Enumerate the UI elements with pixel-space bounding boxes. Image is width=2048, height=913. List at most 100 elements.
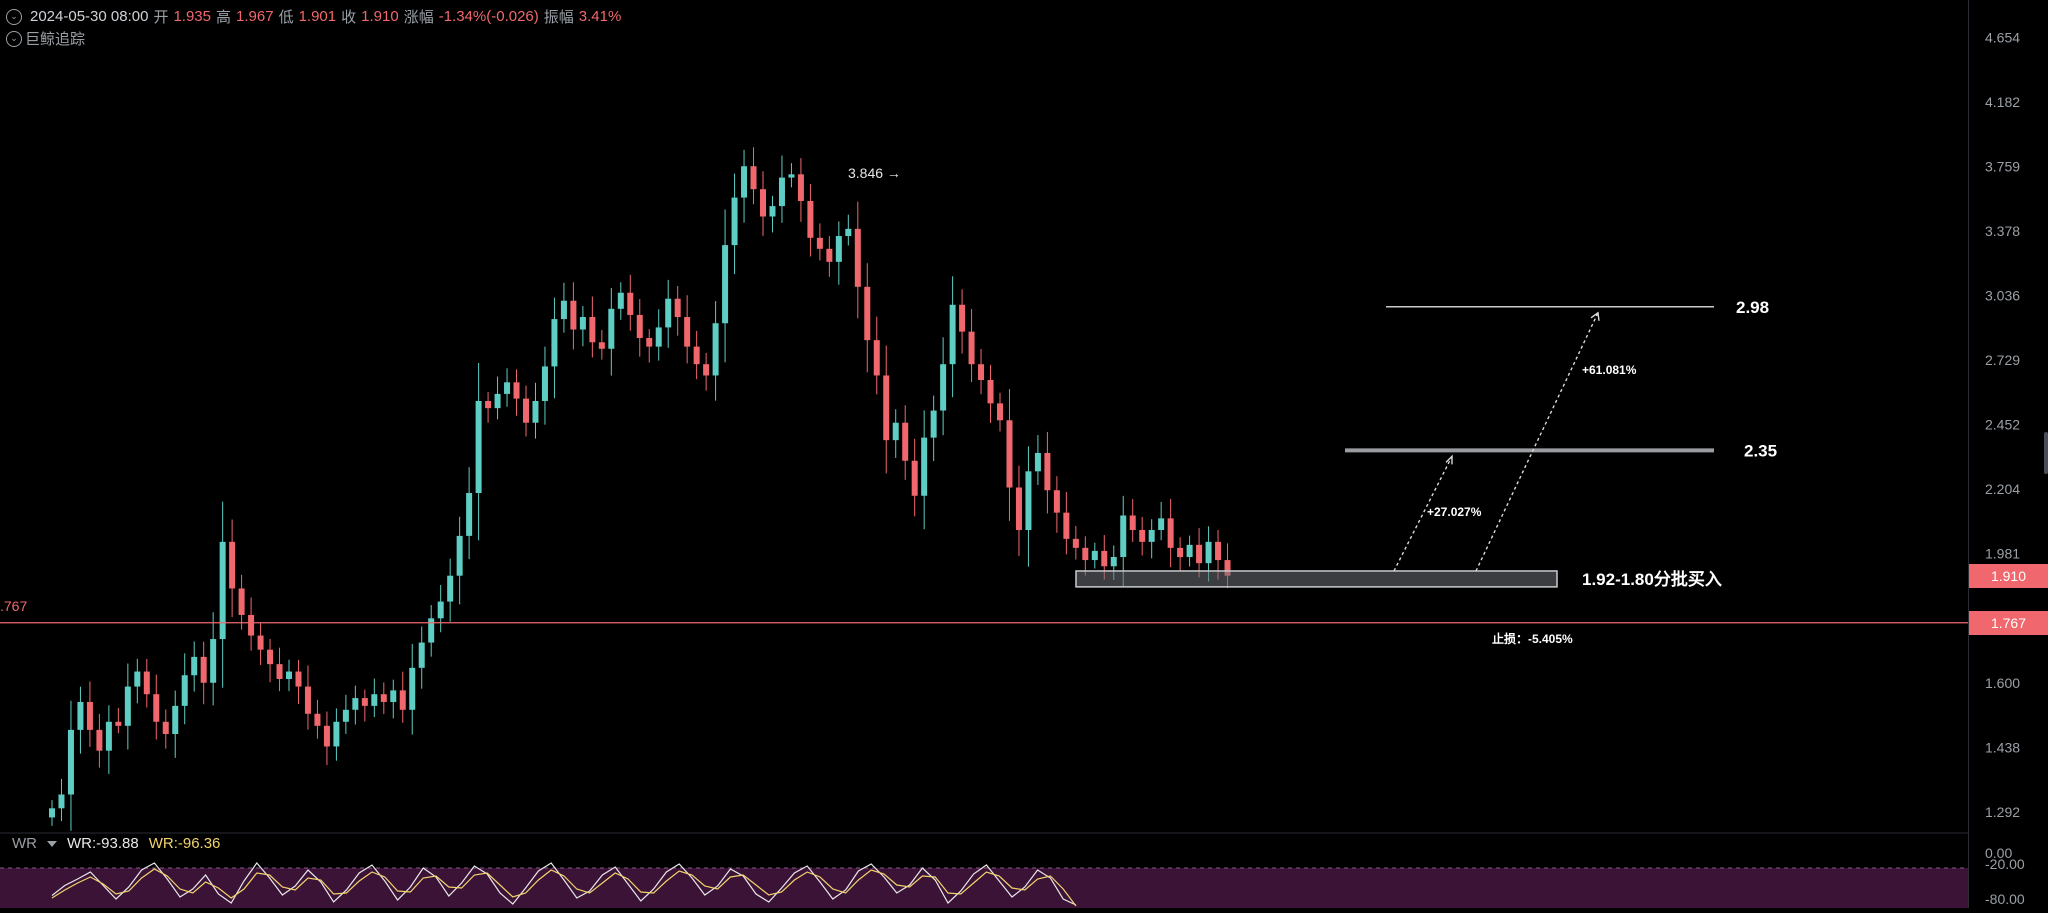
candle-body	[883, 375, 890, 441]
candlestick-chart[interactable]: 3.846 → 2.98 2.35 1.92-1.80分批买入 +61.081% +27.…	[0, 0, 1968, 832]
candle-body	[513, 382, 520, 399]
wr-tick-label: -20.00	[1985, 856, 2025, 872]
wr-tick-label: 0.00	[1985, 845, 2012, 861]
candle-body	[1196, 544, 1203, 564]
candle-body	[579, 317, 586, 330]
collapse-chevron-icon[interactable]: ⌄	[6, 8, 22, 25]
indicator-label[interactable]: 巨鲸追踪	[25, 31, 86, 48]
bar-datetime: 2024-05-30 08:00	[30, 8, 149, 25]
change-value: -1.34%(-0.026)	[438, 8, 539, 25]
candle-body	[485, 400, 492, 409]
wr-indicator-chart[interactable]	[0, 832, 1968, 908]
candle-body	[342, 709, 349, 722]
candle-body	[1120, 515, 1127, 557]
candle-body	[1063, 512, 1070, 539]
high-label: 高	[216, 9, 232, 26]
candle-body	[1158, 518, 1165, 530]
candle-body	[428, 618, 435, 643]
price-chart-area[interactable]: 3.846 → 2.98 2.35 1.92-1.80分批买入 +61.081% +27.…	[0, 0, 1968, 832]
candle-body	[361, 698, 368, 706]
candle-body	[570, 300, 577, 330]
candle-body	[911, 460, 918, 496]
candle-body	[807, 200, 814, 238]
open-value: 1.935	[173, 8, 211, 25]
candle-body	[1034, 452, 1041, 472]
candle-body	[532, 400, 539, 423]
price-tick-label: 2.452	[1985, 417, 2020, 433]
candle-body	[760, 189, 766, 217]
candle-body	[466, 492, 473, 536]
candle-body	[551, 319, 558, 367]
candle-body	[750, 166, 757, 190]
wr-dropdown-caret-icon[interactable]	[47, 840, 57, 847]
stop-loss-label: 止损：-5.405%	[1492, 631, 1573, 646]
candle-body	[352, 698, 359, 710]
candle-body	[1006, 420, 1013, 488]
candle-body	[797, 174, 804, 201]
candle-body	[77, 701, 84, 730]
candle-body	[96, 729, 103, 751]
target-high-label: 2.98	[1736, 298, 1769, 317]
candle-body	[504, 382, 511, 394]
low-label: 低	[278, 9, 294, 26]
candle-body	[172, 705, 179, 734]
candle-body	[105, 721, 112, 751]
change-label: 涨幅	[403, 9, 434, 26]
candle-body	[162, 721, 169, 734]
candle-body	[229, 541, 236, 589]
candle-body	[191, 656, 198, 676]
candle-body	[627, 292, 634, 315]
candle-body	[494, 393, 501, 409]
candle-body	[58, 794, 65, 809]
amplitude-label: 振幅	[543, 9, 574, 26]
gain-high-label: +61.081%	[1582, 363, 1637, 377]
price-tick-label: 3.378	[1985, 223, 2020, 239]
indicator-toggle-icon[interactable]: ⌄	[6, 30, 22, 47]
open-label: 开	[153, 9, 169, 26]
price-axis[interactable]: 4.654 4.182 3.759 3.378 3.036 2.729 2.452 2.204…	[1968, 0, 2048, 908]
candle-body	[589, 317, 596, 343]
candle-body	[447, 575, 454, 602]
axis-scroll-handle[interactable]	[2044, 432, 2048, 474]
target-line-mid	[1345, 448, 1714, 453]
price-tick-label: 4.654	[1985, 29, 2020, 45]
candle-body	[115, 721, 122, 726]
candle-body	[646, 338, 653, 347]
candle-body	[314, 713, 321, 726]
close-value: 1.910	[361, 8, 399, 25]
candle-body	[835, 236, 842, 262]
candle-body	[892, 422, 899, 441]
candle-body	[1082, 547, 1089, 561]
candle-body	[267, 649, 274, 665]
price-tick-label: 1.981	[1985, 546, 2020, 562]
candle-body	[845, 228, 852, 237]
candle-body	[560, 300, 567, 320]
candle-body	[181, 675, 188, 706]
low-value: 1.901	[298, 8, 337, 25]
candle-body	[286, 671, 292, 679]
candle-body	[304, 686, 311, 714]
candle-body	[523, 398, 529, 423]
price-axis-ticks: 4.654 4.182 3.759 3.378 3.036 2.729 2.452 2.204…	[1985, 29, 2025, 907]
buy-zone-label: 1.92-1.80分批买入	[1582, 569, 1722, 589]
candle-body	[712, 323, 719, 376]
candle-body	[257, 635, 264, 650]
current-price-tag: 1.910	[1969, 563, 2048, 588]
overlay-group: 3.846 → 2.98 2.35 1.92-1.80分批买入 +61.081% +27.…	[0, 165, 1968, 646]
candle-body	[295, 671, 302, 687]
candle-body	[1015, 487, 1022, 530]
candle-body	[684, 317, 691, 347]
wr-label[interactable]: WR	[12, 835, 37, 852]
price-tick-label: 2.204	[1985, 481, 2020, 497]
candle-body	[219, 541, 226, 640]
arrowhead-mid-icon	[1445, 454, 1453, 465]
candle-body	[968, 331, 975, 365]
price-tick-label: 3.759	[1985, 158, 2020, 174]
candle-body	[778, 177, 785, 207]
price-tick-label: 4.182	[1985, 94, 2020, 110]
candle-body	[959, 304, 966, 332]
wr-legend: WR WR:-93.88 WR:-96.36	[12, 835, 220, 852]
candle-body	[741, 166, 748, 198]
candle-body	[456, 535, 463, 576]
candle-body	[921, 437, 928, 496]
